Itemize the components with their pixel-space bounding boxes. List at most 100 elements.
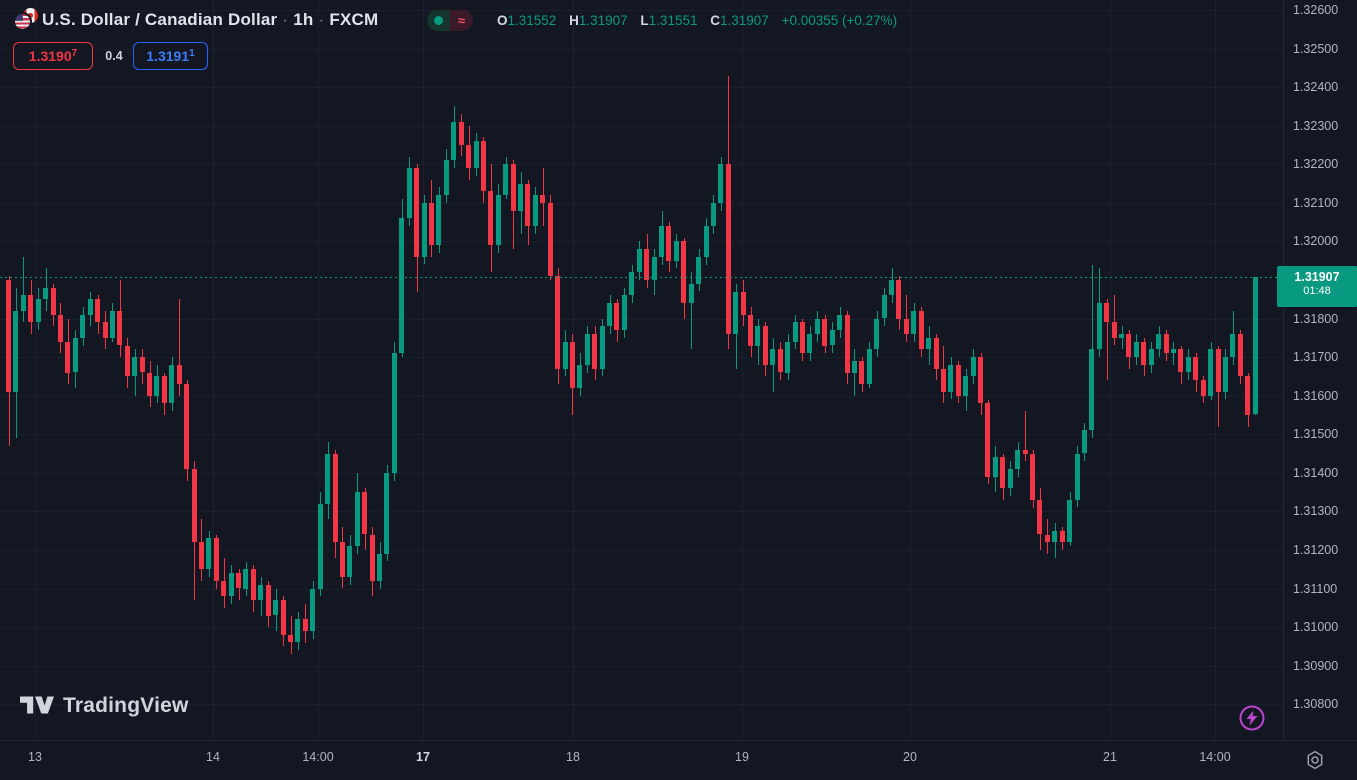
toggle-on-side[interactable] [427, 10, 450, 31]
candle-body [636, 249, 642, 273]
candle-body [354, 492, 360, 547]
candle-body [176, 364, 182, 385]
candle-body [421, 202, 427, 257]
candle-body [139, 357, 145, 373]
candle-body [495, 195, 501, 246]
candle-body [970, 357, 976, 377]
candle-body [72, 337, 78, 373]
price-axis-label: 1.30900 [1293, 658, 1339, 673]
candle-body [1156, 334, 1162, 350]
candle-body [35, 299, 41, 323]
candle-body [1178, 349, 1184, 373]
chart-canvas[interactable] [0, 0, 1283, 740]
price-axis-label: 1.31600 [1293, 388, 1339, 403]
candle-body [1193, 357, 1199, 381]
candle-body [347, 546, 353, 577]
candle-body [955, 364, 961, 396]
gridline-horizontal [0, 665, 1283, 667]
gridline-horizontal [0, 318, 1283, 320]
green-dot-icon [434, 16, 443, 25]
candle-body [265, 584, 271, 616]
candle-body [406, 168, 412, 219]
buy-sell-buttons-toggle[interactable]: ≈ [427, 10, 473, 31]
candle-body [332, 453, 338, 543]
axis-settings-gear-icon[interactable] [1303, 748, 1327, 772]
gridline-horizontal [0, 10, 1283, 11]
gridline-vertical [1110, 0, 1111, 740]
time-axis-label: 18 [566, 750, 580, 764]
candle-wick [23, 256, 25, 323]
gridline-horizontal [0, 704, 1283, 706]
gridline-vertical [318, 0, 319, 740]
candle-body [132, 357, 138, 377]
price-axis[interactable]: 1.32600 1.32500 1.32400 1.32300 1.32200 1.321… [1283, 0, 1357, 740]
candle-body [837, 314, 842, 331]
candle-body [1141, 341, 1147, 365]
time-axis-label: 17 [416, 750, 430, 764]
candle-body [50, 287, 56, 315]
low-value: 1.31551 [648, 13, 698, 28]
candle-body [866, 349, 872, 385]
candle-body [87, 299, 93, 315]
candle-body [1163, 334, 1169, 354]
high-label: H [569, 13, 579, 28]
candle-body [80, 314, 86, 338]
gridline-horizontal [0, 202, 1283, 204]
candle-body [710, 202, 716, 226]
price-axis-label: 1.32000 [1293, 234, 1339, 249]
candle-wick [1106, 299, 1108, 381]
boost-lightning-icon[interactable] [1238, 704, 1266, 732]
symbol-title[interactable]: U.S. Dollar / Canadian Dollar · 1h · FXCM [42, 10, 378, 30]
candle-body [339, 542, 345, 577]
candle-body [933, 337, 939, 369]
candle-body [851, 361, 857, 373]
time-axis[interactable]: 13 14 14:00 17 18 19 20 21 14:00 [0, 740, 1357, 780]
candle-body [1126, 334, 1132, 358]
candle-body [13, 310, 19, 392]
candle-body [940, 368, 946, 392]
candle-body [198, 542, 204, 570]
candle-body [213, 538, 219, 581]
price-axis-label: 1.30800 [1293, 697, 1339, 712]
candle-body [206, 538, 212, 570]
candle-body [918, 310, 924, 350]
separator-dot: · [282, 10, 289, 29]
candle-body [109, 310, 115, 338]
tradingview-logo[interactable]: TradingView [20, 694, 189, 718]
candle-body [1022, 449, 1028, 454]
candle-body [1208, 349, 1213, 396]
candle-body [1089, 349, 1095, 431]
gridline-horizontal [0, 241, 1283, 243]
candle-wick [691, 272, 693, 350]
candle-body [696, 256, 702, 284]
price-axis-label: 1.32500 [1293, 41, 1339, 56]
candle-body [651, 256, 657, 280]
time-axis-label: 21 [1103, 750, 1117, 764]
candle-body [770, 349, 776, 365]
gridline-horizontal [0, 164, 1283, 166]
bid-price-sup: 7 [71, 48, 78, 59]
sell-bid-button[interactable]: 1.3190 7 [13, 42, 93, 70]
candle-body [102, 322, 108, 338]
candle-body [1052, 530, 1058, 543]
candle-body [317, 503, 323, 589]
candle-body [295, 619, 301, 643]
candle-body [1059, 530, 1065, 543]
exchange-label: FXCM [329, 10, 379, 29]
candle-body [799, 322, 805, 354]
candle-body [740, 291, 746, 315]
candle-body [1015, 449, 1021, 469]
gridline-horizontal [0, 627, 1283, 629]
candle-body [65, 341, 71, 373]
candle-body [436, 195, 442, 246]
low-label: L [640, 13, 649, 28]
candle-body [250, 569, 256, 601]
candle-body [1252, 277, 1258, 415]
candle-body [221, 580, 227, 597]
toggle-approx-side[interactable]: ≈ [450, 10, 473, 31]
candle-body [822, 318, 828, 346]
buy-ask-button[interactable]: 1.3191 1 [133, 42, 208, 70]
candle-body [614, 303, 620, 331]
candle-body [1037, 499, 1043, 535]
